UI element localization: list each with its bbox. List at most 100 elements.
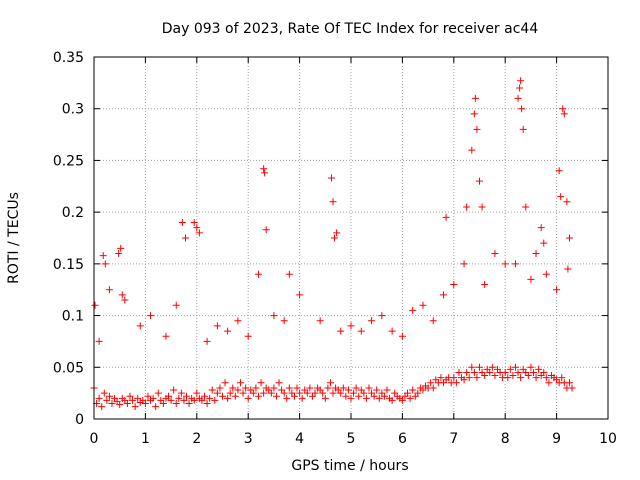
data-point — [221, 379, 229, 387]
data-point — [460, 260, 468, 268]
data-point — [190, 218, 198, 226]
data-point — [373, 386, 381, 394]
data-point — [409, 306, 417, 314]
data-point — [303, 389, 311, 397]
data-point — [491, 250, 499, 258]
data-point — [257, 379, 265, 387]
data-point — [101, 260, 109, 268]
data-point — [105, 286, 113, 294]
data-point — [532, 374, 540, 382]
data-point — [368, 317, 376, 325]
data-points — [90, 77, 576, 411]
data-point — [568, 384, 576, 392]
data-point — [522, 203, 530, 211]
data-point — [398, 332, 406, 340]
data-point — [141, 399, 149, 407]
data-point — [419, 386, 427, 394]
data-point — [350, 389, 358, 397]
data-point — [532, 250, 540, 258]
data-point — [398, 396, 406, 404]
data-point — [272, 392, 280, 400]
data-point — [283, 394, 291, 402]
data-point — [99, 252, 107, 260]
data-point — [514, 94, 522, 102]
data-point — [293, 384, 301, 392]
data-point — [260, 165, 268, 173]
data-point — [224, 327, 232, 335]
data-point — [244, 332, 252, 340]
data-point — [517, 374, 525, 382]
data-point — [152, 403, 160, 411]
data-point — [517, 77, 525, 85]
data-point — [470, 368, 478, 376]
y-tick-label: 0.25 — [53, 153, 84, 169]
x-tick-label: 7 — [449, 431, 458, 447]
data-point — [254, 392, 262, 400]
data-point — [486, 368, 494, 376]
data-point — [362, 394, 370, 402]
data-point — [329, 389, 337, 397]
data-point — [370, 392, 378, 400]
data-point — [234, 317, 242, 325]
data-point — [134, 394, 142, 402]
data-point — [553, 286, 561, 294]
data-point — [98, 403, 106, 411]
y-tick-label: 0.15 — [53, 257, 84, 273]
data-point — [465, 374, 473, 382]
data-point — [117, 244, 125, 252]
data-point — [342, 392, 350, 400]
data-point — [429, 317, 437, 325]
data-point — [213, 322, 221, 330]
data-point — [476, 363, 483, 371]
data-point — [285, 270, 293, 278]
data-point — [193, 389, 201, 397]
data-point — [105, 392, 113, 400]
data-point — [115, 250, 123, 258]
data-point — [501, 368, 509, 376]
data-point — [511, 260, 519, 268]
data-point — [231, 392, 239, 400]
data-point — [254, 270, 262, 278]
data-point — [226, 389, 234, 397]
chart-title: Day 093 of 2023, Rate Of TEC Index for r… — [162, 21, 539, 37]
data-point — [337, 389, 345, 397]
data-point — [177, 389, 185, 397]
data-point — [337, 327, 345, 335]
x-tick-label: 6 — [398, 431, 407, 447]
data-point — [167, 396, 175, 404]
data-point — [242, 384, 250, 392]
x-tick-label: 2 — [192, 431, 201, 447]
data-point — [324, 384, 332, 392]
data-point — [296, 389, 304, 397]
data-point — [136, 322, 144, 330]
data-point — [180, 396, 188, 404]
axis-ticks — [93, 56, 609, 420]
data-point — [267, 389, 275, 397]
data-point — [473, 374, 481, 382]
data-point — [559, 105, 567, 113]
data-point — [103, 396, 111, 404]
grid — [94, 57, 608, 419]
data-point — [261, 169, 269, 177]
x-tick-label: 1 — [141, 431, 150, 447]
data-point — [347, 322, 355, 330]
data-point — [537, 224, 545, 232]
data-point — [540, 239, 548, 247]
data-point — [460, 376, 468, 384]
data-point — [468, 363, 476, 371]
data-point — [95, 337, 103, 345]
x-tick-labels: 0 1 2 3 4 5 6 7 8 9 10 — [90, 431, 617, 447]
data-point — [206, 394, 214, 402]
data-point — [172, 301, 180, 309]
data-point — [100, 389, 108, 397]
y-tick-label: 0.2 — [62, 205, 84, 221]
data-point — [326, 379, 334, 387]
data-point — [357, 327, 365, 335]
data-point — [216, 384, 224, 392]
data-point — [116, 401, 124, 409]
x-tick-label: 9 — [552, 431, 561, 447]
data-point — [236, 379, 244, 387]
data-point — [388, 327, 396, 335]
data-point — [270, 312, 278, 320]
data-point — [244, 394, 252, 402]
